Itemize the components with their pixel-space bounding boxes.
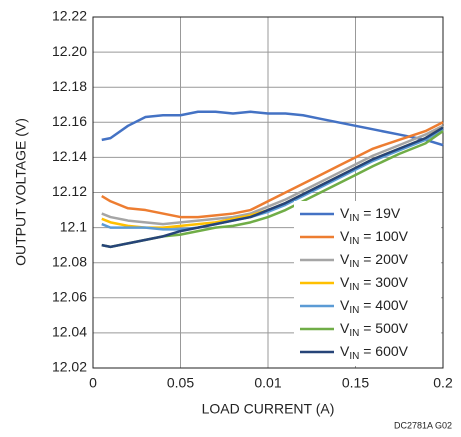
y-tick-label: 12.06: [52, 289, 87, 305]
legend-label-sub: IN: [349, 282, 359, 293]
legend-label: VIN = 19V: [340, 205, 401, 224]
legend-label-part: = 600V: [359, 343, 408, 359]
plot-frame: [92, 16, 444, 369]
legend-label-part: = 200V: [359, 251, 408, 267]
legend-label-part: = 500V: [359, 320, 408, 336]
legend-label: VIN = 600V: [340, 343, 409, 362]
legend-label-sub: IN: [349, 213, 359, 224]
series-line: [101, 126, 444, 249]
x-tick-label: 0.05: [167, 375, 194, 391]
y-tick-label: 12.1: [60, 218, 87, 234]
x-axis-label: LOAD CURRENT (A): [202, 401, 335, 417]
y-tick-label: 12.12: [52, 183, 87, 199]
series-line: [101, 124, 444, 226]
legend-label-part: V: [340, 320, 350, 336]
y-tick-label: 12.08: [52, 253, 87, 269]
legend-label-part: = 400V: [359, 297, 408, 313]
y-tick-label: 12.20: [52, 43, 87, 59]
legend-label: VIN = 100V: [340, 228, 409, 247]
y-axis-label: OUTPUT VOLTAGE (V): [13, 118, 29, 266]
series-line: [101, 110, 444, 147]
legend-label-part: V: [340, 274, 350, 290]
legend-label-sub: IN: [349, 236, 359, 247]
x-tick-label: 0.01: [254, 375, 281, 391]
legend-label: VIN = 400V: [340, 297, 409, 316]
y-tick-label: 12.02: [52, 359, 87, 375]
legend-label-part: V: [340, 228, 350, 244]
x-tick-label: 0: [89, 375, 97, 391]
legend-label: VIN = 500V: [340, 320, 409, 339]
legend-label-part: V: [340, 297, 350, 313]
y-tick-label: 12.04: [52, 324, 87, 340]
legend-label-part: = 100V: [359, 228, 408, 244]
series-line: [101, 121, 444, 219]
legend-label-part: V: [340, 205, 350, 221]
y-tick-label: 12.18: [52, 78, 87, 94]
legend-label-sub: IN: [349, 305, 359, 316]
footnote: DC2781A G02: [394, 420, 452, 430]
x-tick-label: 0.2: [433, 375, 453, 391]
legend-label-part: = 300V: [359, 274, 408, 290]
y-tick-label: 12.14: [52, 148, 87, 164]
legend-label-sub: IN: [349, 259, 359, 270]
legend-label-sub: IN: [349, 328, 359, 339]
y-tick-label: 12.16: [52, 113, 87, 129]
y-tick-label: 12.22: [52, 8, 87, 24]
legend-label: VIN = 200V: [340, 251, 409, 270]
legend-label: VIN = 300V: [340, 274, 409, 293]
legend-label-sub: IN: [349, 351, 359, 362]
legend-label-part: = 19V: [359, 205, 401, 221]
legend-label-part: V: [340, 343, 350, 359]
x-tick-label: 0.15: [342, 375, 369, 391]
legend-label-part: V: [340, 251, 350, 267]
